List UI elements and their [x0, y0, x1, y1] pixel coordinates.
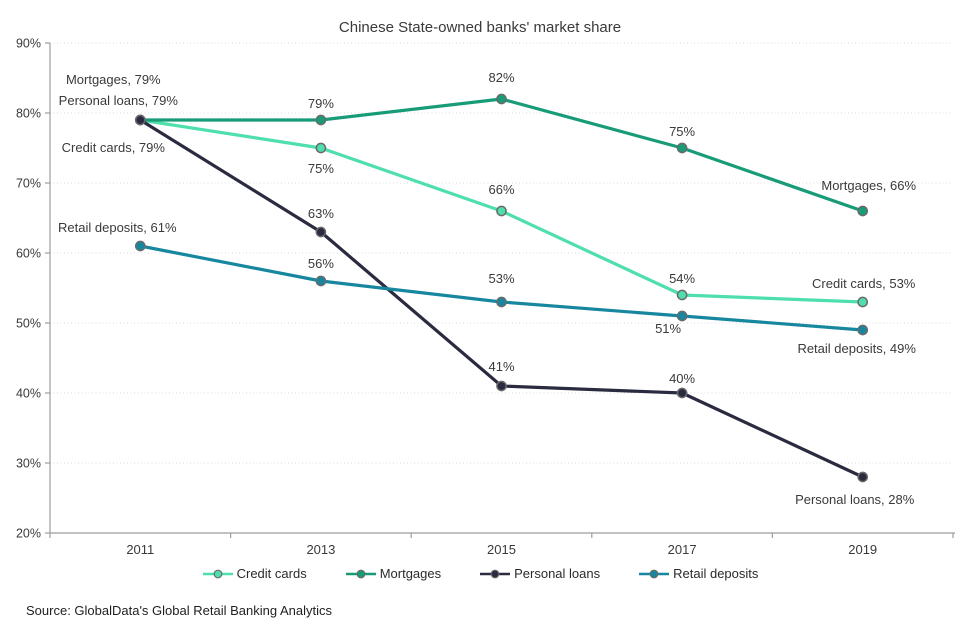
data-label: 40% — [669, 371, 695, 386]
data-point — [496, 380, 507, 392]
data-label: 41% — [488, 359, 514, 374]
data-label: Retail deposits, 61% — [58, 220, 177, 235]
legend-item-mortgages: Mortgages — [345, 566, 441, 581]
y-axis-label: 70% — [16, 177, 41, 191]
data-label: Personal loans, 28% — [795, 492, 915, 507]
chart-title: Chinese State-owned banks' market share — [338, 19, 622, 36]
x-axis-label-2011: 2011 — [126, 542, 154, 557]
data-point — [857, 471, 869, 483]
chart-legend: Credit cards Mortgages Personal loans Retai… — [20, 566, 940, 581]
y-axis-label: 30% — [16, 457, 41, 471]
legend-marker-icon — [202, 569, 233, 578]
legend-label: Credit cards — [236, 566, 307, 581]
data-label: Mortgages, 66% — [821, 178, 916, 193]
legend-item-personal-loans: Personal loans — [479, 566, 600, 581]
data-label: 75% — [308, 161, 334, 176]
data-label: 53% — [488, 271, 514, 286]
data-label: 63% — [308, 206, 334, 221]
data-label: 66% — [488, 182, 514, 197]
data-label: 54% — [669, 271, 695, 286]
x-axis-label-2013: 2013 — [306, 542, 335, 557]
y-axis-label: 60% — [16, 247, 41, 261]
data-point — [676, 310, 688, 322]
legend-marker-icon — [639, 569, 670, 578]
series-credit-cards: Credit cards, 79% 75% 66% 54% Credit cards, … — [62, 114, 916, 308]
y-axis-label: 20% — [16, 527, 41, 541]
data-point — [676, 387, 688, 399]
data-point — [857, 324, 869, 336]
data-label: Personal loans, 79% — [59, 93, 179, 108]
y-axis-label: 40% — [16, 387, 41, 401]
data-point — [676, 142, 688, 154]
series-line — [138, 244, 865, 332]
data-point — [857, 296, 869, 308]
legend-item-retail-deposits: Retail deposits — [638, 566, 758, 581]
y-axis-label: 50% — [16, 317, 41, 331]
data-label: 82% — [488, 70, 514, 85]
series-mortgages: Mortgages, 79% 79% 82% 75% Mortgages, 66% — [66, 70, 916, 217]
legend-label: Mortgages — [379, 566, 442, 581]
data-point — [496, 205, 507, 217]
data-label: Credit cards, 53% — [812, 276, 916, 291]
data-label: 79% — [308, 96, 334, 111]
source-note: Source: GlobalData's Global Retail Banki… — [26, 603, 332, 618]
legend-marker-icon — [480, 569, 511, 578]
x-axis-label-2015: 2015 — [487, 542, 516, 557]
data-point — [496, 93, 507, 105]
legend-item-credit-cards: Credit cards — [202, 566, 307, 581]
data-point — [134, 240, 146, 252]
data-label: 75% — [669, 124, 695, 139]
data-point — [134, 114, 146, 126]
data-point — [857, 205, 869, 217]
data-point — [315, 226, 327, 238]
data-label: Credit cards, 79% — [62, 140, 166, 155]
y-axis-label: 80% — [16, 107, 41, 121]
legend-marker-icon — [345, 569, 376, 578]
data-point — [676, 289, 688, 301]
data-label: Retail deposits, 49% — [797, 341, 916, 356]
data-point — [315, 114, 327, 126]
data-point — [315, 275, 327, 287]
data-label: 56% — [308, 256, 334, 271]
x-axis-label-2019: 2019 — [848, 542, 877, 557]
data-point — [315, 142, 327, 154]
y-axis-label: 90% — [16, 37, 41, 51]
legend-label: Personal loans — [514, 566, 601, 581]
legend-label: Retail deposits — [673, 566, 759, 581]
series-retail-deposits: Retail deposits, 61% 56% 53% 51% Retail depo… — [58, 220, 916, 356]
series-personal-loans: Personal loans, 79% 63% 41% 40% Personal loa… — [59, 93, 915, 507]
data-point — [496, 296, 507, 308]
data-label: 51% — [655, 321, 681, 336]
x-axis-label-2017: 2017 — [668, 542, 697, 557]
data-label: Mortgages, 79% — [66, 72, 161, 87]
